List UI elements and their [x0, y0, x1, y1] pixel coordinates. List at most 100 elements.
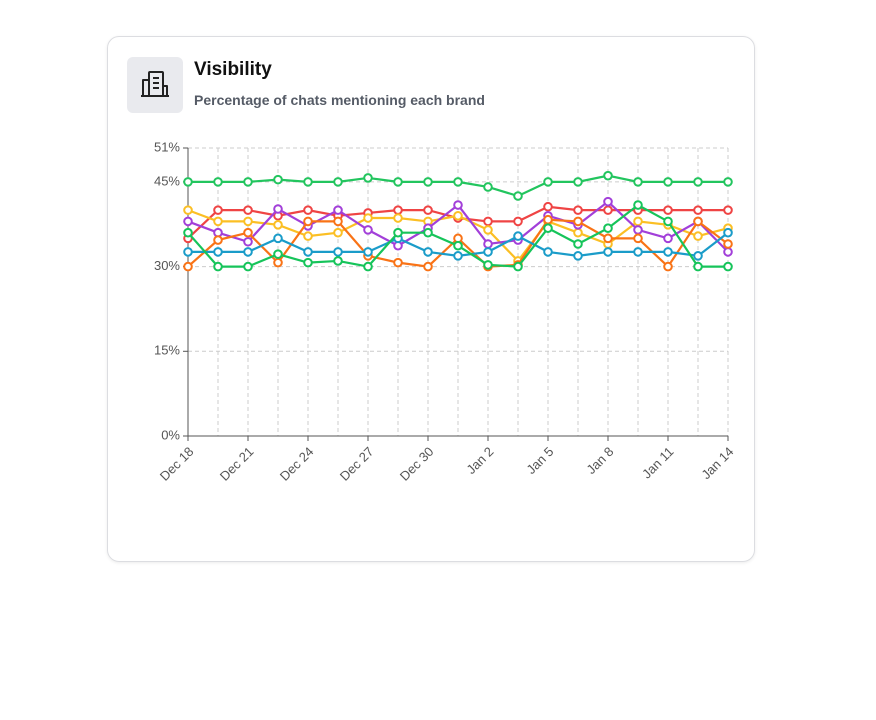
point [303, 247, 313, 257]
point [663, 261, 673, 272]
point [633, 225, 643, 235]
point [483, 260, 493, 270]
point [573, 177, 583, 187]
x-tick-label: Jan 14 [698, 444, 736, 482]
point [303, 177, 313, 187]
point [363, 225, 373, 235]
point [183, 247, 193, 257]
point [423, 227, 433, 238]
point [663, 205, 673, 215]
y-tick-label: 15% [154, 343, 180, 358]
point [663, 216, 673, 227]
point [213, 216, 223, 227]
point [723, 239, 733, 249]
point [543, 201, 553, 212]
point [513, 191, 523, 201]
point [723, 205, 733, 215]
building-icon [141, 71, 169, 97]
point [543, 177, 553, 187]
point [273, 174, 283, 185]
point [303, 231, 313, 241]
point [333, 256, 343, 266]
point [243, 236, 253, 247]
point [633, 200, 643, 210]
point [423, 205, 433, 215]
point [573, 216, 583, 227]
y-tick-label: 45% [154, 173, 180, 188]
point [603, 170, 613, 181]
point [273, 257, 283, 268]
point [363, 213, 373, 223]
point [663, 233, 673, 244]
point [183, 177, 193, 187]
icon [127, 57, 183, 113]
point [633, 177, 643, 187]
point [273, 220, 283, 230]
point [603, 233, 613, 244]
point [393, 257, 403, 268]
point [243, 205, 253, 215]
point [363, 261, 373, 272]
point [483, 225, 493, 235]
point [453, 200, 463, 210]
point [723, 227, 733, 238]
point [603, 223, 613, 233]
point [633, 247, 643, 257]
x-tick-label: Dec 30 [397, 444, 437, 484]
point [633, 216, 643, 227]
y-tick-label: 51% [154, 139, 180, 154]
point [453, 177, 463, 187]
point [513, 231, 523, 241]
point [453, 251, 463, 261]
point [723, 177, 733, 187]
point [183, 261, 193, 272]
point [273, 233, 283, 244]
point [573, 239, 583, 249]
point [543, 223, 553, 233]
y-tick-label: 30% [154, 258, 180, 273]
x-tick-label: Dec 27 [337, 444, 377, 484]
point [483, 216, 493, 227]
point [543, 247, 553, 257]
point [333, 227, 343, 238]
point [213, 247, 223, 257]
point [633, 233, 643, 244]
point [183, 205, 193, 215]
point [483, 239, 493, 249]
point [423, 261, 433, 272]
point [693, 261, 703, 272]
card: Visibility Percentage of chats mentionin… [107, 36, 755, 562]
point [243, 247, 253, 257]
point [603, 196, 613, 207]
point [213, 235, 223, 245]
title: Visibility [194, 59, 272, 80]
point [213, 261, 223, 272]
point [453, 210, 463, 221]
point [273, 204, 283, 214]
point [393, 213, 403, 223]
point [513, 216, 523, 227]
y-tick-label: 0% [161, 427, 180, 442]
point [693, 251, 703, 261]
point [693, 216, 703, 227]
point [423, 177, 433, 187]
point [573, 205, 583, 215]
point [573, 251, 583, 261]
point [303, 205, 313, 215]
x-tick-label: Dec 24 [277, 444, 317, 484]
point [333, 205, 343, 215]
point [603, 205, 613, 215]
point [723, 247, 733, 257]
x-tick-label: Jan 2 [463, 444, 496, 477]
point [423, 247, 433, 257]
point [483, 182, 493, 192]
point [483, 247, 493, 257]
point [363, 173, 373, 183]
x-tick-label: Dec 21 [217, 444, 257, 484]
point [453, 240, 463, 251]
point [243, 227, 253, 238]
x-tick-label: Jan 8 [583, 444, 616, 477]
point [693, 205, 703, 215]
